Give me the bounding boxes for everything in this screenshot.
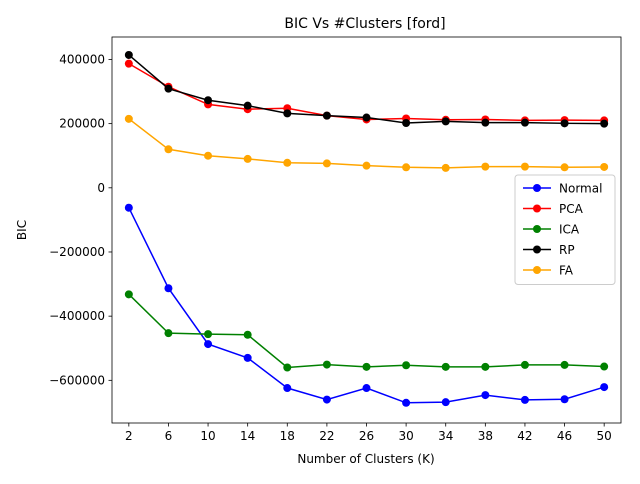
x-tick-label: 18 bbox=[280, 429, 295, 443]
point-ica bbox=[204, 330, 213, 339]
point-normal bbox=[322, 395, 331, 404]
point-fa bbox=[520, 162, 529, 171]
point-normal bbox=[402, 398, 411, 407]
x-tick-label: 42 bbox=[517, 429, 532, 443]
point-normal bbox=[441, 398, 450, 407]
legend-marker-pca bbox=[533, 204, 541, 213]
point-rp bbox=[322, 111, 331, 120]
point-pca bbox=[124, 59, 133, 68]
point-rp bbox=[600, 119, 609, 128]
x-axis-ticks: 2 6 10 14 18 22 26 30 34 38 42 46 50 bbox=[125, 423, 612, 443]
point-rp bbox=[124, 50, 133, 59]
point-rp bbox=[362, 113, 371, 122]
point-rp bbox=[560, 119, 569, 128]
point-normal bbox=[560, 395, 569, 404]
y-tick-label: 200000 bbox=[59, 117, 105, 131]
point-fa bbox=[124, 114, 133, 123]
point-fa bbox=[441, 163, 450, 172]
y-tick-label: −600000 bbox=[49, 373, 105, 387]
x-tick-label: 2 bbox=[125, 429, 133, 443]
chart-title: BIC Vs #Clusters [ford] bbox=[284, 16, 445, 32]
x-tick-label: 46 bbox=[557, 429, 572, 443]
point-normal bbox=[243, 353, 252, 362]
point-fa bbox=[481, 162, 490, 171]
point-fa bbox=[560, 163, 569, 172]
point-fa bbox=[322, 159, 331, 168]
x-tick-label: 50 bbox=[597, 429, 612, 443]
legend-marker-normal bbox=[533, 184, 541, 192]
x-tick-label: 38 bbox=[478, 429, 493, 443]
x-tick-label: 6 bbox=[165, 429, 173, 443]
legend-label-ica: ICA bbox=[559, 223, 580, 237]
point-ica bbox=[362, 362, 371, 371]
point-ica bbox=[560, 360, 569, 369]
point-fa bbox=[600, 162, 609, 171]
point-rp bbox=[283, 109, 292, 118]
point-fa bbox=[283, 158, 292, 167]
point-ica bbox=[124, 290, 133, 299]
point-rp bbox=[441, 117, 450, 126]
point-normal bbox=[481, 391, 490, 400]
point-ica bbox=[402, 361, 411, 370]
legend-marker-rp bbox=[533, 245, 541, 254]
point-normal bbox=[283, 384, 292, 393]
x-axis-label: Number of Clusters (K) bbox=[297, 452, 434, 466]
point-ica bbox=[322, 360, 331, 369]
point-rp bbox=[402, 118, 411, 127]
series-layer bbox=[124, 50, 609, 407]
point-ica bbox=[283, 363, 292, 372]
point-fa bbox=[164, 145, 173, 154]
legend-label-rp: RP bbox=[559, 243, 575, 257]
legend-label-normal: Normal bbox=[559, 182, 602, 196]
point-normal bbox=[204, 340, 213, 349]
point-rp bbox=[204, 96, 213, 105]
legend-label-pca: PCA bbox=[559, 202, 584, 216]
x-tick-label: 26 bbox=[359, 429, 374, 443]
point-normal bbox=[520, 395, 529, 404]
x-tick-label: 22 bbox=[319, 429, 334, 443]
point-normal bbox=[124, 203, 133, 212]
x-tick-label: 10 bbox=[200, 429, 215, 443]
point-ica bbox=[600, 362, 609, 371]
legend-label-fa: FA bbox=[559, 264, 574, 278]
point-normal bbox=[164, 284, 173, 293]
point-rp bbox=[481, 118, 490, 127]
point-normal bbox=[362, 384, 371, 393]
legend-marker-ica bbox=[533, 225, 541, 233]
legend-marker-fa bbox=[533, 266, 541, 274]
legend: Normal PCA ICA RP FA bbox=[514, 174, 616, 285]
point-rp bbox=[520, 118, 529, 127]
point-rp bbox=[164, 84, 173, 93]
point-fa bbox=[204, 151, 213, 160]
y-tick-label: 400000 bbox=[59, 52, 105, 66]
point-rp bbox=[243, 101, 252, 110]
point-ica bbox=[243, 330, 252, 339]
x-tick-label: 14 bbox=[240, 429, 255, 443]
point-fa bbox=[243, 154, 252, 163]
point-fa bbox=[362, 161, 371, 170]
point-ica bbox=[520, 360, 529, 369]
y-axis-label: BIC bbox=[15, 220, 29, 240]
x-tick-label: 30 bbox=[398, 429, 413, 443]
y-tick-label: 0 bbox=[97, 181, 105, 195]
x-tick-label: 34 bbox=[438, 429, 453, 443]
point-ica bbox=[441, 362, 450, 371]
y-tick-label: −400000 bbox=[49, 309, 105, 323]
point-fa bbox=[402, 163, 411, 172]
point-ica bbox=[481, 362, 490, 371]
point-normal bbox=[600, 383, 609, 392]
y-tick-label: −200000 bbox=[49, 245, 105, 259]
y-axis-ticks: −600000 −400000 −200000 0 200000 400000 bbox=[49, 52, 112, 387]
point-ica bbox=[164, 329, 173, 338]
legend-box bbox=[514, 174, 616, 285]
